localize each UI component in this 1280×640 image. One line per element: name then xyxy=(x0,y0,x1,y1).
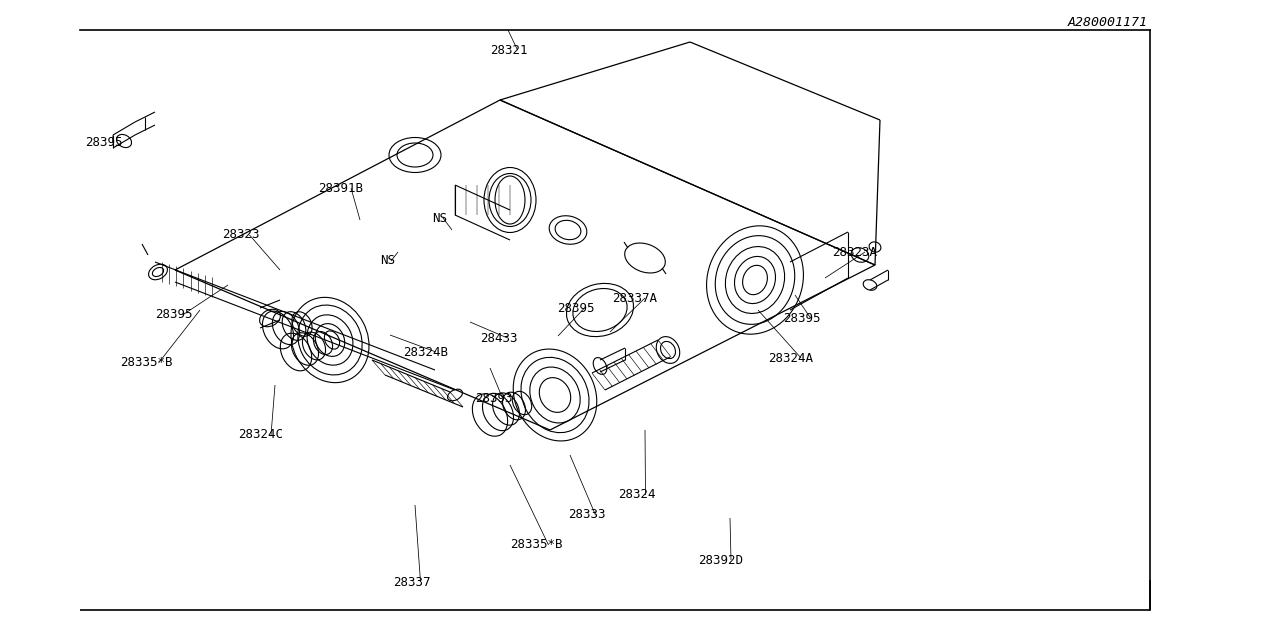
Text: 28335*B: 28335*B xyxy=(509,538,562,552)
Text: 28333: 28333 xyxy=(568,509,605,522)
Text: 28324C: 28324C xyxy=(238,429,283,442)
Text: 28395: 28395 xyxy=(783,312,820,324)
Text: 28433: 28433 xyxy=(480,332,517,344)
Text: A280001171: A280001171 xyxy=(1068,15,1148,29)
Text: NS: NS xyxy=(433,211,447,225)
Text: 28392D: 28392D xyxy=(698,554,742,566)
Text: 28324: 28324 xyxy=(618,488,655,502)
Text: 28337: 28337 xyxy=(393,575,430,589)
Text: NS: NS xyxy=(380,255,396,268)
Text: 28324A: 28324A xyxy=(768,351,813,365)
Text: 28335*B: 28335*B xyxy=(120,356,173,369)
Text: 28323: 28323 xyxy=(221,228,260,241)
Text: 28321: 28321 xyxy=(490,44,527,56)
Text: 28395: 28395 xyxy=(155,308,192,321)
Text: 28393: 28393 xyxy=(475,392,512,404)
Text: 28395: 28395 xyxy=(84,136,123,150)
Text: 28337A: 28337A xyxy=(612,291,657,305)
Text: 28323A: 28323A xyxy=(832,246,877,259)
Text: 28391B: 28391B xyxy=(317,182,364,195)
Text: 28395: 28395 xyxy=(557,301,594,314)
Text: 28324B: 28324B xyxy=(403,346,448,358)
